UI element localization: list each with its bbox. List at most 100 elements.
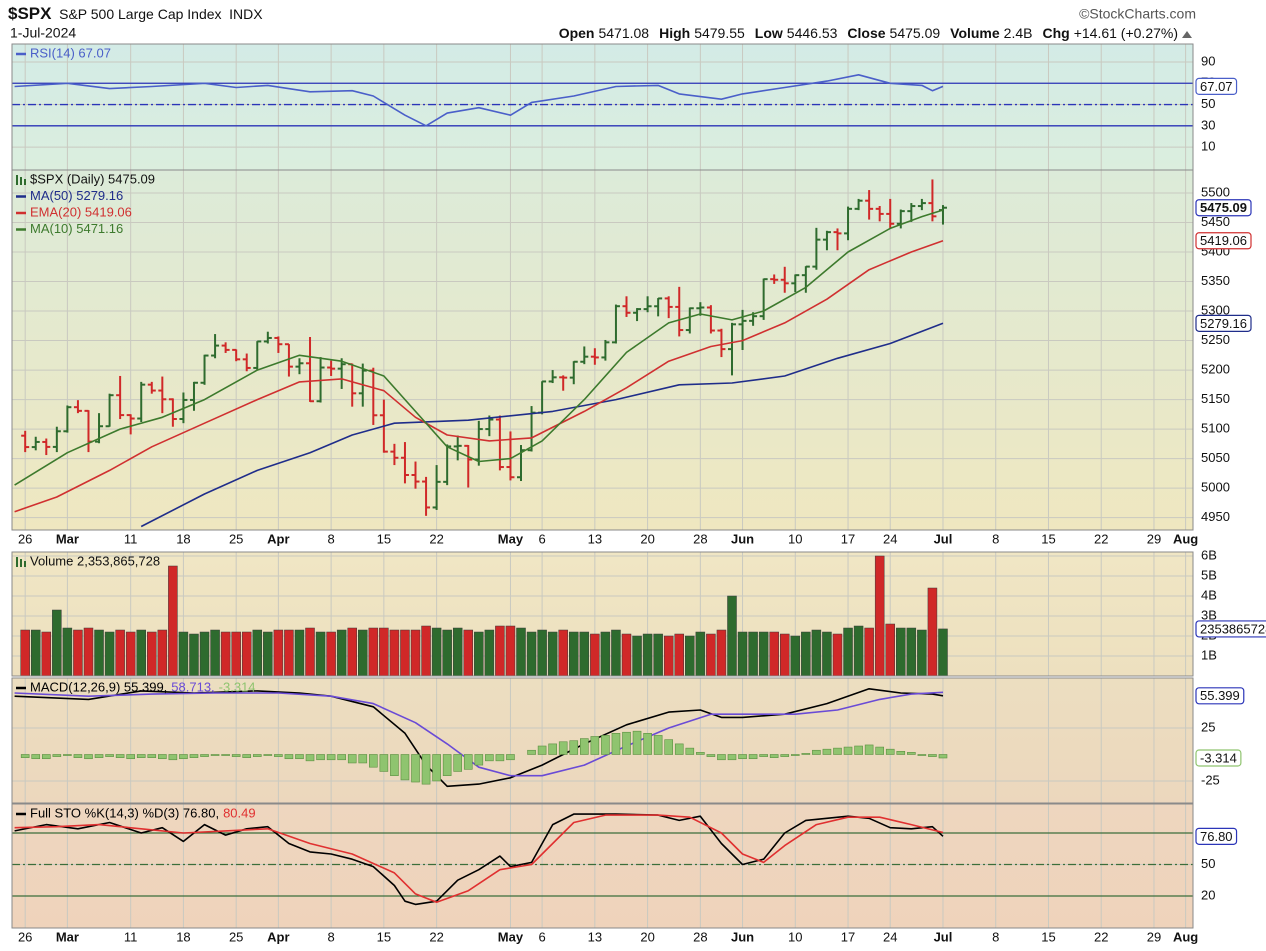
volume-bar: [853, 625, 864, 676]
volume-bar: [73, 629, 83, 676]
value-tag-label: 67.07: [1200, 79, 1233, 94]
histogram-bar: [63, 754, 72, 756]
volume-bar: [832, 633, 843, 676]
x-tick-label: 18: [176, 531, 190, 546]
histogram-bar: [580, 738, 589, 755]
x-tick-label: Jul: [934, 929, 953, 944]
x-tick-label: Jun: [731, 929, 754, 944]
volume-bar: [210, 629, 220, 676]
volume-bar: [474, 631, 484, 676]
histogram-bar: [907, 752, 916, 755]
volume-bar: [189, 633, 199, 676]
x-tick-label: 26: [18, 929, 32, 944]
histogram-bar: [263, 754, 273, 756]
volume-bar: [495, 625, 505, 676]
x-tick-label: 24: [883, 531, 897, 546]
histogram-bar: [400, 754, 410, 781]
histogram-bar: [179, 754, 188, 760]
volume-bar: [896, 627, 906, 676]
x-tick-label: Mar: [56, 531, 79, 546]
x-tick-label: 18: [176, 929, 190, 944]
histogram-bar: [833, 747, 842, 755]
legend-entry: 80.49: [223, 805, 256, 820]
panel-border: [11, 169, 1194, 531]
quote-value: 5471.08: [598, 25, 649, 41]
volume-bar: [452, 627, 463, 676]
x-tick-label: Aug: [1173, 531, 1198, 546]
x-tick-label: May: [498, 929, 524, 944]
histogram-bar: [706, 754, 716, 757]
y-tick-label: 50: [1201, 96, 1215, 111]
volume-bar: [379, 627, 389, 676]
panel-border: [11, 551, 1194, 677]
quote-label: Close: [847, 25, 885, 41]
histogram-bar: [231, 754, 241, 757]
series-line: [14, 209, 944, 486]
change-arrow: [1182, 31, 1192, 38]
histogram-bar: [31, 754, 41, 760]
x-tick-label: 25: [229, 929, 243, 944]
volume-bar: [52, 609, 62, 676]
value-tag: [1195, 620, 1266, 638]
histogram-bar: [506, 754, 515, 761]
volume-bar: [94, 629, 104, 676]
value-tag: [1195, 199, 1252, 217]
x-tick-label: 10: [788, 531, 802, 546]
volume-bar: [252, 629, 263, 676]
volume-bar: [801, 631, 811, 676]
volume-bar: [273, 629, 284, 676]
histogram-bar: [485, 754, 494, 762]
histogram-bar: [875, 746, 884, 755]
panel-border: [11, 803, 1194, 929]
histogram-bar: [812, 749, 821, 755]
quote: Open 5471.08 High 5479.55 Low 5446.53 Close 547…: [559, 25, 1178, 41]
y-tick-label: 4950: [1201, 509, 1230, 524]
x-tick-label: 28: [693, 929, 707, 944]
x-tick-label: 8: [328, 531, 335, 546]
histogram-bar: [200, 754, 209, 757]
y-tick-label: 5000: [1201, 480, 1230, 495]
value-tag: [1195, 687, 1245, 705]
quote-label: Chg: [1042, 25, 1069, 41]
histogram-bar: [928, 754, 937, 757]
histogram-bar: [337, 754, 346, 761]
quote-value: 5479.55: [694, 25, 745, 41]
volume-bar: [737, 631, 748, 676]
x-tick-label: 15: [1041, 929, 1055, 944]
y-tick-label: 20: [1201, 887, 1215, 902]
volume-bar: [505, 625, 516, 676]
volume-bar: [389, 629, 400, 676]
x-tick-label: Apr: [267, 531, 289, 546]
value-tag-label: 76.80: [1200, 829, 1233, 844]
volume-bar: [758, 631, 769, 676]
x-tick-label: 22: [1094, 531, 1108, 546]
quote-value: 5446.53: [787, 25, 838, 41]
histogram-bar: [674, 743, 684, 755]
histogram-bar: [474, 754, 484, 766]
y-tick-label: 30: [1201, 117, 1215, 132]
histogram-bar: [558, 741, 568, 755]
legend-entry: $SPX (Daily) 5475.09: [30, 171, 155, 186]
value-tag-label: 5279.16: [1200, 316, 1247, 331]
x-tick-label: 20: [640, 531, 654, 546]
legend-entry: MACD(12,26,9) 55.399,: [30, 679, 167, 694]
x-tick-label: 8: [992, 531, 999, 546]
histogram-bar: [126, 754, 135, 760]
volume-bar: [927, 587, 938, 676]
x-tick-label: 13: [588, 929, 602, 944]
x-tick-label: 26: [18, 531, 32, 546]
histogram-bar: [442, 754, 452, 776]
volume-bar: [537, 629, 547, 676]
histogram-bar: [495, 754, 505, 762]
volume-bar: [231, 631, 241, 676]
x-tick-label: 20: [640, 929, 654, 944]
x-tick-label: May: [498, 531, 524, 546]
x-tick-label: Jul: [934, 531, 953, 546]
histogram-bar: [727, 754, 737, 761]
quote-value: 2.4B: [1004, 25, 1033, 41]
volume-bar: [125, 631, 136, 676]
histogram-bar: [94, 754, 104, 758]
volume-bar: [727, 595, 737, 676]
x-tick-label: 6: [538, 531, 545, 546]
volume-bar: [336, 629, 347, 676]
